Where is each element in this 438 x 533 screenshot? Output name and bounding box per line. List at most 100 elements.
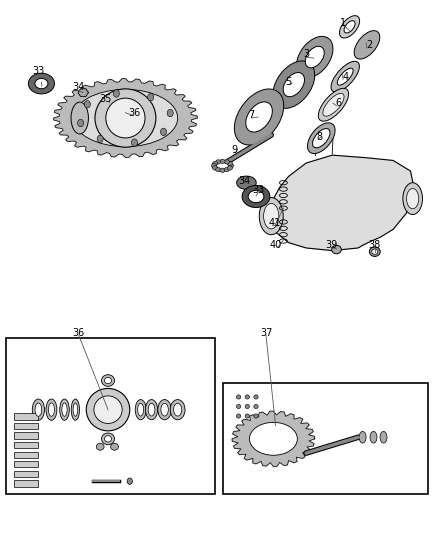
Ellipse shape	[237, 176, 256, 189]
Circle shape	[78, 119, 84, 127]
Ellipse shape	[248, 190, 264, 203]
Ellipse shape	[161, 403, 168, 416]
Ellipse shape	[212, 166, 218, 170]
Ellipse shape	[246, 102, 272, 132]
Ellipse shape	[370, 431, 377, 443]
Bar	[14, 471, 39, 477]
Text: 1: 1	[340, 18, 346, 28]
Circle shape	[84, 101, 90, 108]
Ellipse shape	[148, 403, 155, 416]
Ellipse shape	[105, 435, 112, 442]
Ellipse shape	[318, 88, 349, 121]
Ellipse shape	[106, 98, 145, 138]
Text: 9: 9	[231, 145, 237, 155]
Bar	[14, 423, 39, 429]
Bar	[6, 338, 215, 495]
Ellipse shape	[220, 159, 225, 164]
Ellipse shape	[104, 96, 115, 106]
Ellipse shape	[95, 89, 156, 147]
Text: 33: 33	[32, 67, 45, 76]
Circle shape	[127, 478, 132, 484]
Ellipse shape	[237, 395, 241, 399]
Ellipse shape	[323, 93, 344, 116]
Ellipse shape	[215, 160, 221, 164]
Ellipse shape	[259, 198, 283, 235]
Bar	[14, 432, 39, 439]
Ellipse shape	[254, 395, 258, 399]
Circle shape	[131, 139, 138, 146]
Ellipse shape	[372, 249, 378, 254]
Ellipse shape	[339, 15, 360, 38]
Ellipse shape	[102, 375, 115, 386]
Text: 39: 39	[325, 240, 337, 251]
Bar	[14, 414, 39, 419]
Polygon shape	[267, 155, 415, 251]
Ellipse shape	[344, 21, 355, 33]
Ellipse shape	[354, 31, 380, 59]
Ellipse shape	[62, 403, 67, 416]
Ellipse shape	[406, 189, 419, 209]
Ellipse shape	[111, 443, 118, 450]
Ellipse shape	[234, 89, 284, 145]
Ellipse shape	[215, 167, 221, 172]
Ellipse shape	[135, 400, 146, 419]
Text: 3: 3	[303, 50, 309, 59]
Ellipse shape	[254, 414, 258, 418]
Ellipse shape	[145, 400, 158, 419]
Ellipse shape	[242, 185, 270, 207]
Text: 37: 37	[260, 328, 272, 338]
Ellipse shape	[245, 414, 250, 418]
Text: 5: 5	[286, 77, 292, 87]
Ellipse shape	[227, 166, 233, 170]
Ellipse shape	[331, 61, 360, 92]
Text: 8: 8	[316, 132, 322, 142]
Ellipse shape	[102, 433, 115, 445]
Circle shape	[97, 135, 103, 143]
Ellipse shape	[403, 183, 423, 215]
Circle shape	[148, 93, 154, 101]
Ellipse shape	[228, 164, 233, 168]
Ellipse shape	[220, 168, 225, 172]
Ellipse shape	[283, 72, 304, 96]
Ellipse shape	[254, 405, 258, 409]
Ellipse shape	[158, 400, 171, 419]
Text: 40: 40	[269, 240, 282, 251]
Ellipse shape	[332, 245, 341, 254]
Text: 7: 7	[248, 110, 255, 120]
Ellipse shape	[237, 405, 241, 409]
Text: 36: 36	[73, 328, 85, 338]
Polygon shape	[78, 88, 88, 96]
Text: 6: 6	[336, 98, 342, 108]
Ellipse shape	[46, 399, 57, 420]
Polygon shape	[232, 411, 315, 466]
Ellipse shape	[170, 400, 185, 419]
Ellipse shape	[380, 431, 387, 443]
Ellipse shape	[35, 403, 42, 416]
Ellipse shape	[73, 90, 178, 147]
Ellipse shape	[212, 161, 218, 166]
Circle shape	[113, 90, 120, 97]
Ellipse shape	[28, 73, 54, 94]
Text: 35: 35	[100, 94, 112, 104]
Ellipse shape	[307, 123, 335, 154]
Polygon shape	[53, 79, 197, 157]
Ellipse shape	[227, 161, 233, 166]
Ellipse shape	[297, 36, 333, 78]
Text: 4: 4	[342, 71, 348, 82]
Ellipse shape	[237, 414, 241, 418]
Ellipse shape	[173, 403, 182, 416]
Text: 41: 41	[268, 218, 281, 228]
Text: 2: 2	[366, 40, 372, 50]
Ellipse shape	[224, 167, 230, 172]
Ellipse shape	[49, 403, 54, 416]
Ellipse shape	[305, 46, 324, 68]
Bar	[14, 461, 39, 467]
Ellipse shape	[359, 431, 366, 443]
Ellipse shape	[369, 247, 380, 256]
Ellipse shape	[212, 164, 216, 168]
Ellipse shape	[86, 389, 130, 431]
Ellipse shape	[313, 128, 330, 148]
Text: 36: 36	[128, 108, 140, 118]
Ellipse shape	[224, 160, 230, 164]
Ellipse shape	[94, 396, 122, 423]
